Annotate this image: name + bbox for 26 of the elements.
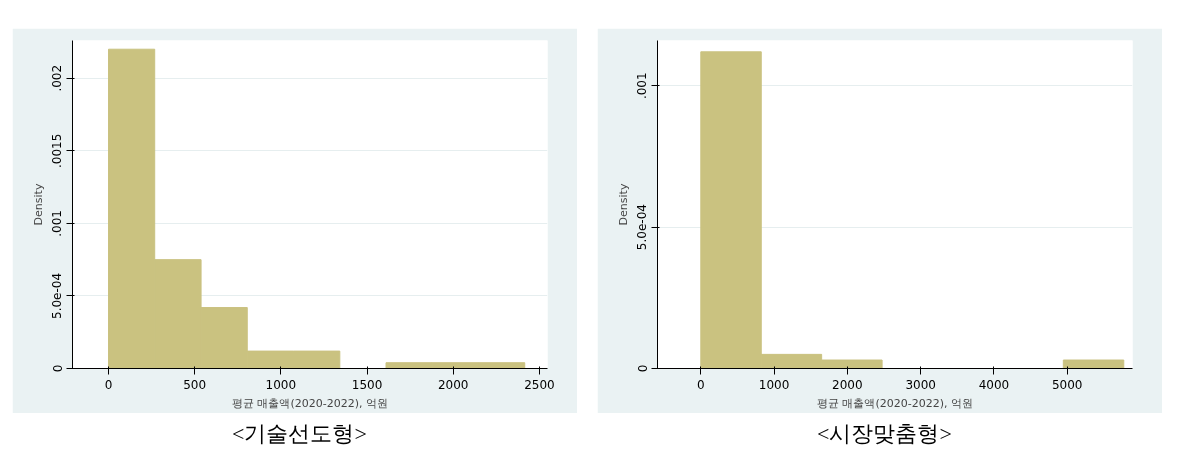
y-tick-label: .001	[50, 210, 65, 237]
text: <기술선도형>	[232, 420, 367, 448]
x-tick-label: 3000	[905, 377, 936, 392]
x-tick-label: 500	[183, 377, 207, 392]
x-axis-title: 평균 매출액(2020-2022), 억원	[231, 396, 389, 410]
x-tick-label: 4000	[978, 377, 1010, 392]
y-tick-label: 0	[635, 364, 650, 373]
x-tick-label: 2000	[437, 377, 469, 392]
y-axis-title: Density	[616, 183, 630, 226]
x-tick-label: 5000	[1051, 377, 1083, 392]
y-tick-label: 5.0e-04	[635, 204, 650, 251]
y-tick-label: .0015	[50, 133, 65, 168]
text: <시장맞춤형>	[817, 420, 952, 448]
x-tick-label: 0	[104, 377, 113, 392]
y-tick-label: .001	[635, 72, 650, 100]
y-axis-title: Density	[31, 183, 45, 226]
x-tick-label: 0	[696, 377, 705, 392]
x-tick-label: 1000	[758, 377, 790, 392]
y-tick-label: .002	[50, 64, 65, 92]
x-tick-label: 1000	[265, 377, 297, 392]
x-tick-label: 2000	[832, 377, 863, 392]
x-tick-label: 2500	[524, 377, 555, 392]
x-axis-title: 평균 매출액(2020-2022), 억원	[816, 396, 974, 410]
y-tick-label: 0	[50, 364, 65, 373]
y-tick-label: 5.0e-04	[50, 272, 65, 319]
x-tick-label: 1500	[351, 377, 383, 392]
